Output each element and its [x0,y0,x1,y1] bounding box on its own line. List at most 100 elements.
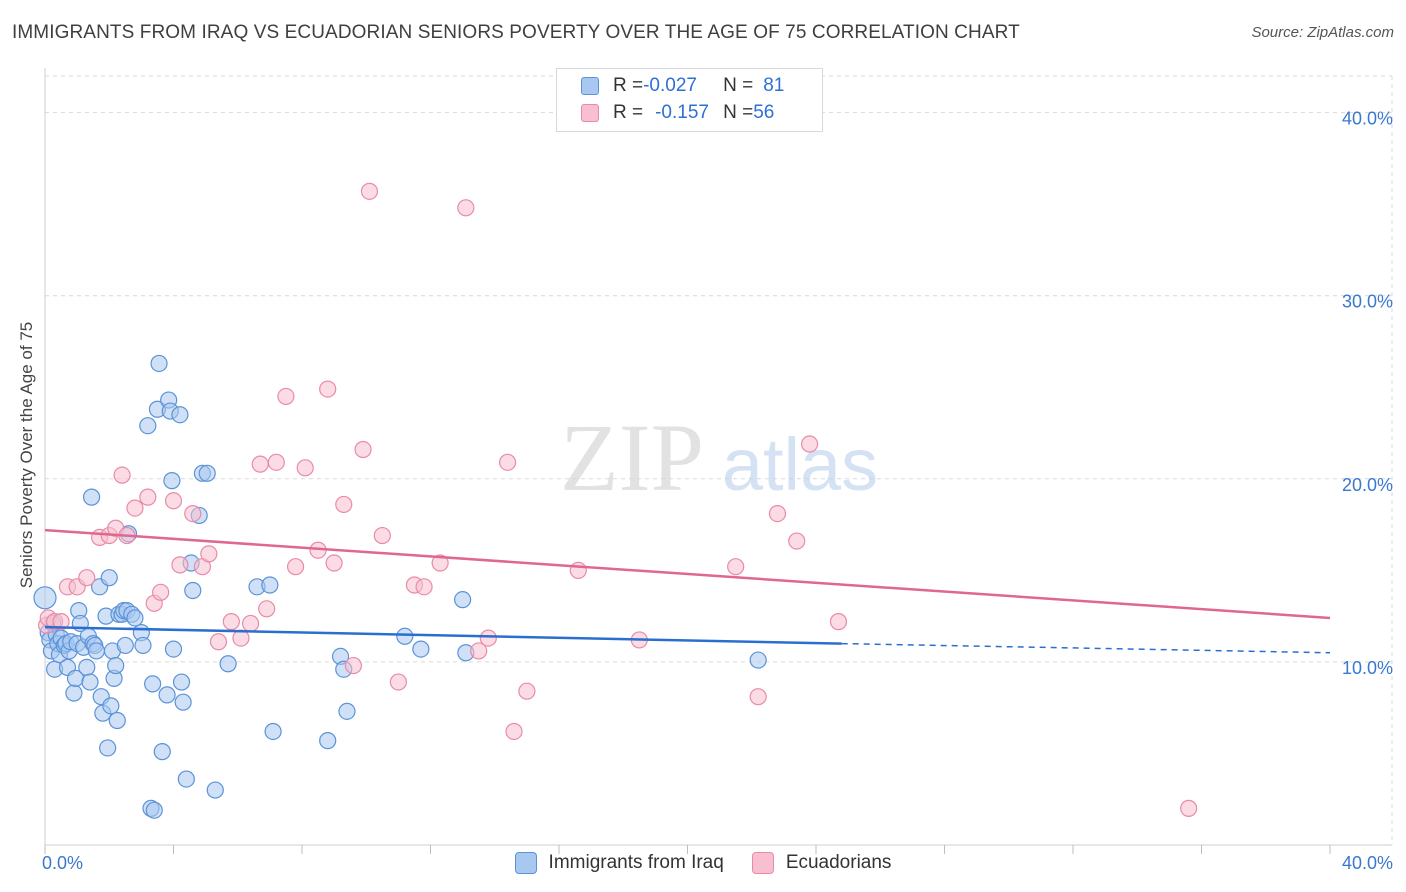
stats-legend: R = -0.027 N = 81 R = -0.157 N = 56 [556,68,823,132]
data-point-iraq [264,722,282,741]
data-point-iraq [81,673,99,691]
data-point-iraq [158,686,176,704]
trend-line-iraq [44,625,842,645]
legend-r-value: -0.027 [643,75,697,96]
data-point-ecuadorians [126,499,144,517]
data-point-ecuadorians [829,613,848,631]
data-point-ecuadorians [431,554,449,572]
data-point-iraq [412,640,430,658]
data-point-iraq [99,739,117,757]
data-point-iraq [33,586,57,610]
data-point-iraq [163,472,181,490]
data-point-iraq [172,673,191,691]
data-point-iraq [174,693,192,711]
x-tick-label: 40.0% [1342,853,1393,873]
legend-n-label: N = [723,75,754,96]
data-point-ecuadorians [344,656,362,675]
data-point-iraq [144,675,162,693]
data-point-ecuadorians [267,453,285,471]
x-tick-label: 0.0% [42,853,83,873]
data-point-ecuadorians [152,583,170,601]
data-point-iraq [164,640,183,658]
data-point-iraq [338,702,356,720]
data-point-iraq [78,658,96,676]
data-point-ecuadorians [569,561,587,579]
y-tick-label: 10.0% [1342,658,1393,678]
data-point-iraq [82,488,101,506]
data-point-iraq [454,591,472,609]
data-point-ecuadorians [200,545,218,563]
data-point-ecuadorians [499,453,517,471]
series-legend: Immigrants from Iraq Ecuadorians [0,852,1406,874]
data-point-ecuadorians [1180,799,1198,817]
data-point-iraq [100,569,118,587]
legend-r-label: R = [613,102,644,123]
legend-n-label: N = [723,102,754,123]
data-point-iraq [219,655,237,673]
data-point-iraq [396,627,414,645]
trend-line-iraq-extrapolated [841,642,1331,654]
legend-label-ecuadorians: Ecuadorians [785,852,892,873]
data-point-iraq [65,684,83,702]
data-point-ecuadorians [479,629,497,647]
data-point-iraq [150,354,168,373]
y-tick-label: 30.0% [1342,292,1393,312]
data-point-ecuadorians [800,435,819,453]
data-point-ecuadorians [457,199,475,217]
data-point-iraq [198,464,216,482]
watermark: ZIP atlas [560,404,878,511]
data-point-iraq [749,651,767,669]
legend-n-value: 56 [753,102,775,123]
data-point-ecuadorians [325,554,343,572]
data-point-ecuadorians [277,387,295,406]
legend-item-iraq[interactable]: Immigrants from Iraq [514,852,724,874]
data-point-ecuadorians [164,492,183,510]
legend-n-value: 81 [763,75,785,96]
data-point-iraq [126,609,144,627]
legend-swatch-iraq [514,852,537,874]
series-iraq-points [33,354,767,819]
data-point-ecuadorians [319,380,337,398]
data-point-ecuadorians [360,182,379,200]
data-point-ecuadorians [139,488,157,506]
data-point-ecuadorians [335,495,353,514]
data-point-ecuadorians [788,532,806,550]
data-point-iraq [261,576,279,594]
data-point-iraq [184,581,202,600]
data-point-iraq [102,697,120,715]
y-tick-label: 40.0% [1342,109,1393,129]
legend-row-iraq: R = -0.027 N = 81 [581,73,784,99]
legend-row-ecuadorians: R = -0.157 N = 56 [581,100,774,126]
data-point-ecuadorians [470,642,488,660]
data-point-iraq [107,656,125,675]
data-point-iraq [139,417,157,435]
data-point-ecuadorians [354,440,372,459]
data-point-iraq [116,636,134,655]
data-point-ecuadorians [768,504,787,523]
watermark-zip: ZIP [560,404,704,511]
data-point-iraq [206,781,224,799]
data-point-ecuadorians [505,722,523,741]
trend-lines [44,528,1331,654]
legend-item-ecuadorians[interactable]: Ecuadorians [751,852,892,874]
gridlines [45,75,1393,845]
y-tick-label: 20.0% [1342,475,1393,495]
data-point-iraq [171,406,189,424]
source-credit: Source: ZipAtlas.com [1251,24,1394,41]
legend-swatch-iraq [581,77,599,95]
data-point-ecuadorians [171,556,189,574]
legend-swatch-ecuadorians [581,104,599,122]
series-ecuadorians-points [38,182,1198,817]
data-point-ecuadorians [258,600,276,618]
data-point-iraq [319,732,337,750]
data-point-ecuadorians [727,558,745,576]
data-point-ecuadorians [749,688,767,706]
axes [44,68,1392,854]
data-point-ecuadorians [184,504,202,523]
data-point-ecuadorians [389,673,407,691]
data-point-ecuadorians [52,613,70,631]
data-point-ecuadorians [518,682,536,700]
data-point-ecuadorians [78,569,96,587]
data-point-ecuadorians [113,466,131,484]
